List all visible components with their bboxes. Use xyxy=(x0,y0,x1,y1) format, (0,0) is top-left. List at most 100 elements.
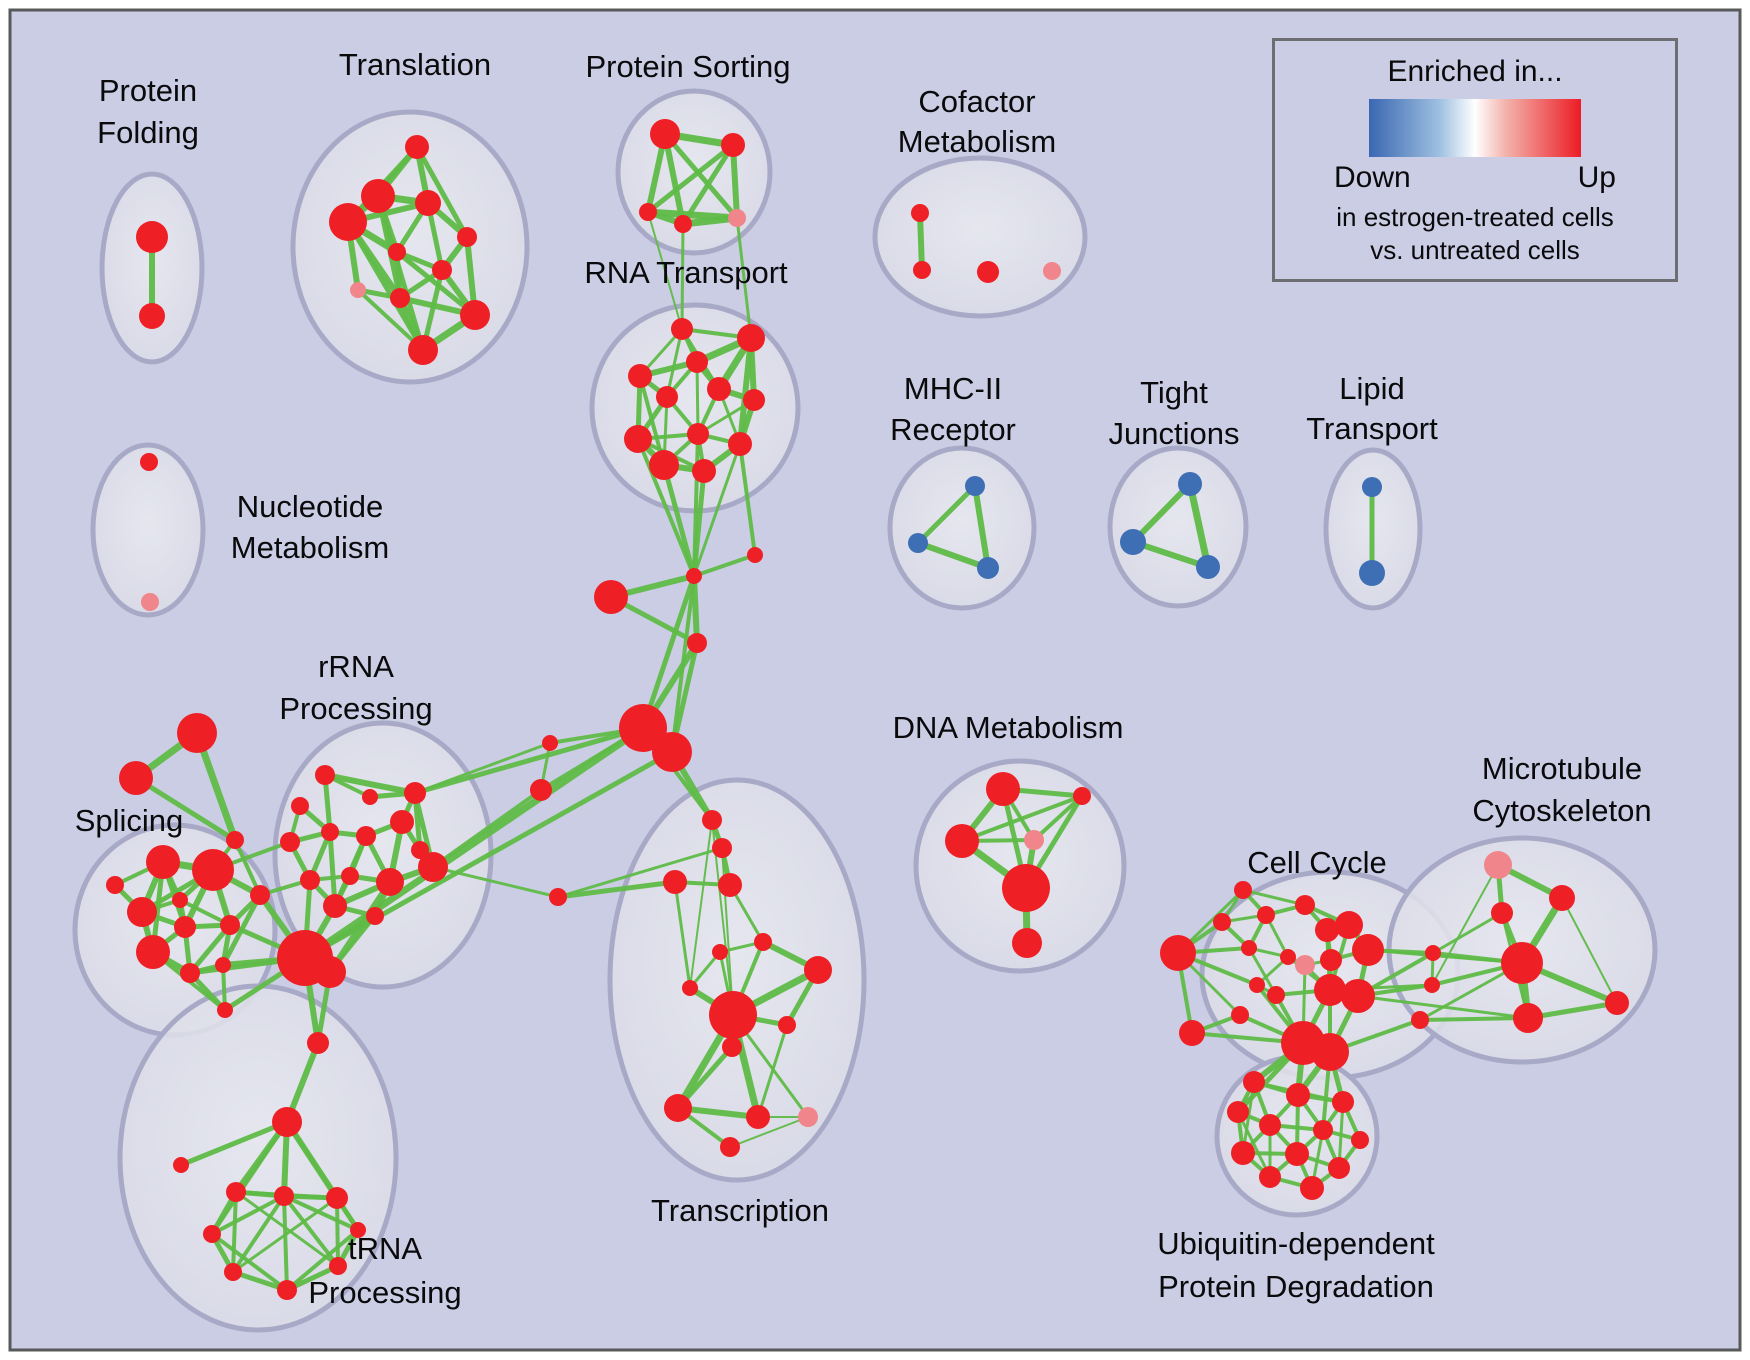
node-transcription-13 xyxy=(746,1105,770,1129)
network-edge xyxy=(235,1190,339,1268)
node-cc-mt-bridge-1 xyxy=(1424,977,1440,993)
node-ubiquitin-degradation-4 xyxy=(1259,1114,1281,1136)
label-cell-cycle: Cell Cycle xyxy=(1247,845,1387,880)
node-rrna-processing-8 xyxy=(418,852,448,882)
node-rna-chain-6 xyxy=(542,735,558,751)
node-rrna-processing-6 xyxy=(356,826,376,846)
label-splicing: Splicing xyxy=(75,803,184,838)
node-ubiquitin-degradation-7 xyxy=(1231,1141,1255,1165)
node-trna-processing-8 xyxy=(329,1257,347,1275)
node-protein-sorting-3 xyxy=(674,215,692,233)
node-translation-6 xyxy=(432,260,452,280)
network-edge xyxy=(327,831,338,907)
network-edge xyxy=(972,485,991,569)
node-cell-cycle-13 xyxy=(1341,979,1375,1013)
node-cofactor-metabolism-2 xyxy=(977,261,999,283)
node-cell-cycle-0 xyxy=(1160,935,1196,971)
node-trna-processing-9 xyxy=(277,1280,297,1300)
node-splicing-11 xyxy=(172,892,188,908)
network-edge xyxy=(693,553,756,578)
label-rna-transport: RNA Transport xyxy=(584,255,788,290)
node-rna-chain-3 xyxy=(747,547,763,563)
node-translation-5 xyxy=(457,227,477,247)
network-edge xyxy=(282,1195,289,1291)
network-edge xyxy=(647,211,683,330)
node-tight-junctions-1 xyxy=(1120,529,1146,555)
network-edge xyxy=(335,1197,340,1267)
node-transcription-11 xyxy=(722,1037,742,1057)
label-microtubule-cytoskeleton: Microtubule Cytoskeleton xyxy=(1472,751,1651,828)
node-translation-1 xyxy=(361,179,395,213)
node-rrna-processing-13 xyxy=(366,907,384,925)
node-cofactor-metabolism-0 xyxy=(911,204,929,222)
node-protein-sorting-0 xyxy=(650,119,680,149)
node-rrna-processing-12 xyxy=(323,894,347,918)
network-edge xyxy=(1561,897,1618,1004)
node-cc-mt-bridge-2 xyxy=(1411,1011,1429,1029)
network-edge xyxy=(557,879,676,900)
network-edge xyxy=(916,540,990,571)
node-transcription-9 xyxy=(709,991,757,1039)
node-lipid-transport-0 xyxy=(1362,477,1382,497)
node-rrna-processing-1 xyxy=(362,789,378,805)
node-cell-cycle-11 xyxy=(1267,986,1285,1004)
cluster-labels: Protein Folding Translation Protein Sorting… xyxy=(75,47,1652,1310)
node-central-hub-2 xyxy=(307,1032,329,1054)
node-rna-transport-1 xyxy=(737,324,765,352)
node-transcription-6 xyxy=(712,944,728,960)
node-rna-transport-11 xyxy=(692,459,716,483)
node-splicing-9 xyxy=(217,1002,233,1018)
node-splicing-10 xyxy=(106,876,124,894)
network-nodes xyxy=(106,119,1629,1300)
node-ubiquitin-degradation-8 xyxy=(1285,1142,1309,1166)
node-mhc-ii-receptor-1 xyxy=(908,533,928,553)
cluster-ellipse-tight-junctions xyxy=(1107,445,1249,609)
node-dna-metabolism-2 xyxy=(945,824,979,858)
node-cell-cycle-2 xyxy=(1295,895,1315,915)
label-protein-sorting: Protein Sorting xyxy=(585,49,790,84)
node-rrna-processing-5 xyxy=(321,823,339,841)
network-edge xyxy=(682,214,738,228)
node-splicing-1 xyxy=(192,849,234,891)
node-cell-cycle-12 xyxy=(1314,974,1346,1006)
label-lipid-transport: Lipid Transport xyxy=(1306,371,1438,446)
label-tight-junctions: Tight Junctions xyxy=(1109,375,1240,451)
network-edge xyxy=(1431,864,1499,986)
node-rna-transport-10 xyxy=(649,450,679,480)
network-edge xyxy=(1032,794,1084,842)
node-transcription-7 xyxy=(682,980,698,996)
cluster-ellipse-mhc-ii-receptor xyxy=(887,445,1037,611)
legend-up-label: Up xyxy=(1577,161,1616,194)
node-trna-processing-0 xyxy=(272,1107,302,1137)
node-transcription-14 xyxy=(798,1107,818,1127)
node-trna-processing-1 xyxy=(173,1157,189,1173)
network-edge xyxy=(673,881,692,989)
network-edge xyxy=(737,337,754,445)
node-rna-chain-0 xyxy=(686,568,702,584)
node-rrna-processing-10 xyxy=(341,867,359,885)
node-rna-chain-2 xyxy=(687,633,707,653)
network-edge xyxy=(1419,1016,1529,1022)
network-edge xyxy=(1367,948,1523,965)
node-ubiquitin-degradation-3 xyxy=(1227,1101,1249,1123)
network-edge xyxy=(916,484,977,545)
node-dna-metabolism-3 xyxy=(1024,830,1044,850)
node-translation-3 xyxy=(329,203,367,241)
node-rrna-processing-3 xyxy=(291,797,309,815)
network-edge xyxy=(1247,947,1278,996)
network-edge xyxy=(1186,483,1212,568)
node-cell-cycle-5 xyxy=(1295,955,1315,975)
network-edge xyxy=(917,212,925,271)
legend-box: Enriched in... Down Up in estrogen-treat… xyxy=(1272,38,1678,282)
node-translation-9 xyxy=(460,300,490,330)
node-cc-mt-bridge-0 xyxy=(1425,945,1441,961)
network-edge xyxy=(738,443,757,556)
label-mhc-ii-receptor: MHC-II Receptor xyxy=(890,371,1016,447)
node-mhc-ii-receptor-0 xyxy=(965,476,985,496)
node-microtubule-cytoskeleton-5 xyxy=(1605,991,1629,1015)
network-edge xyxy=(375,195,426,351)
node-translation-4 xyxy=(388,243,406,261)
node-dna-metabolism-5 xyxy=(1012,928,1042,958)
node-nucleotide-metabolism-1 xyxy=(141,593,159,611)
label-protein-folding: Protein Folding xyxy=(97,73,199,150)
